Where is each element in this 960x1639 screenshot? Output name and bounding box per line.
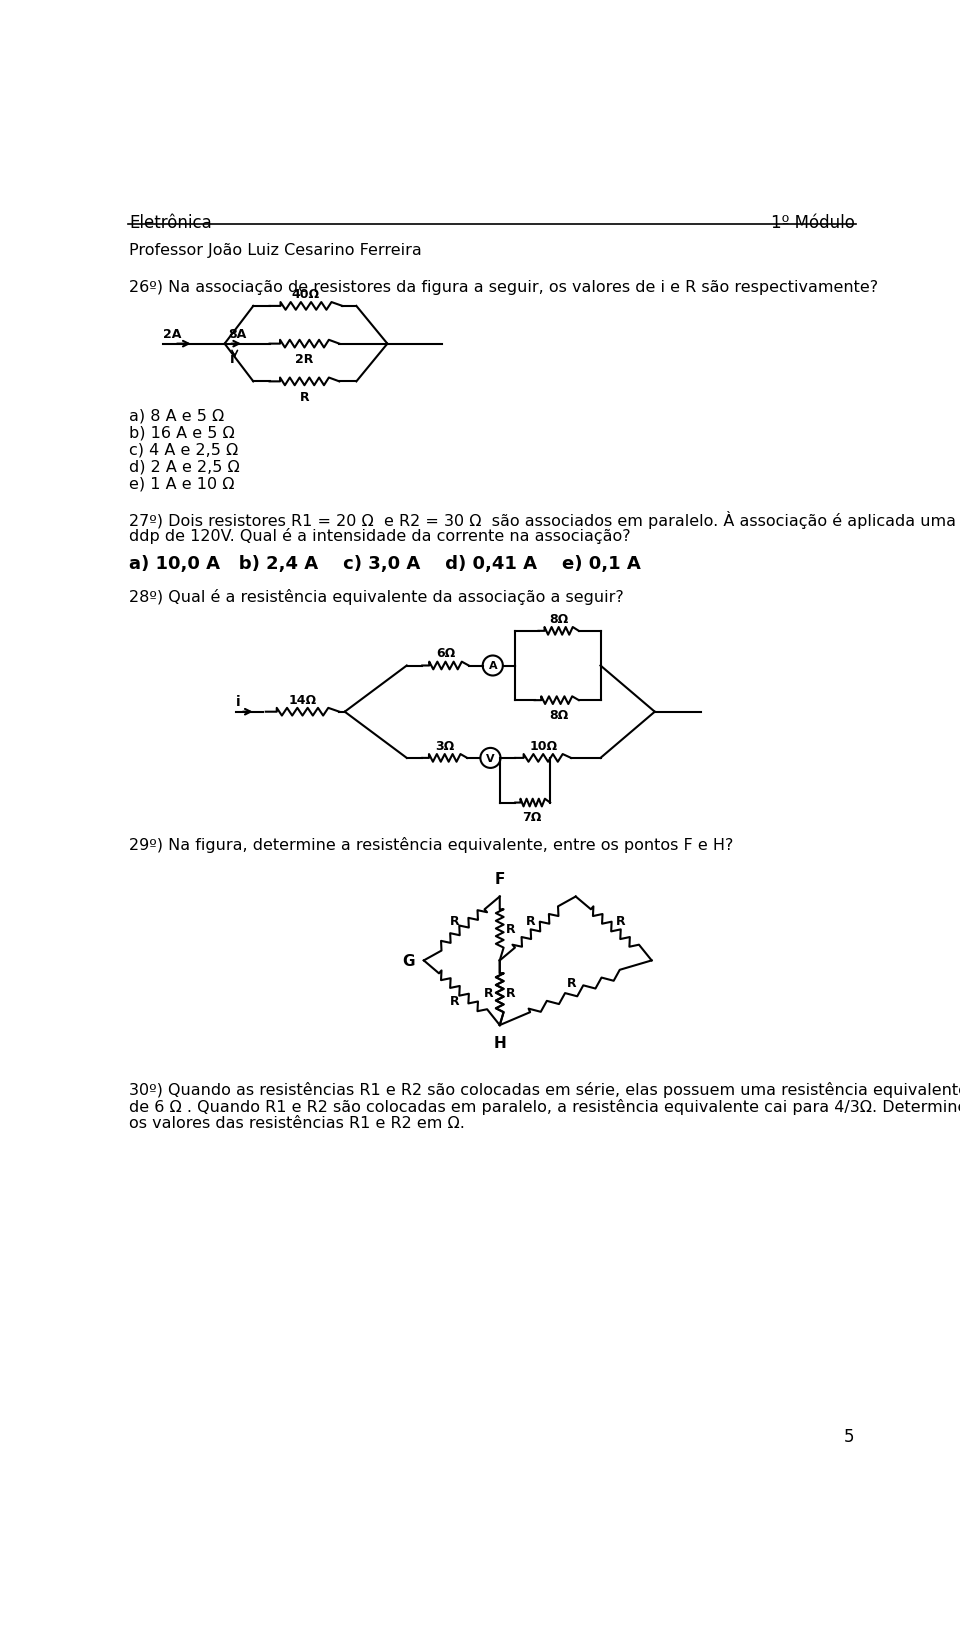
Text: 7Ω: 7Ω [522, 811, 542, 824]
Text: 30º) Quando as resistências R1 e R2 são colocadas em série, elas possuem uma res: 30º) Quando as resistências R1 e R2 são … [130, 1082, 960, 1098]
Text: b) 16 A e 5 Ω: b) 16 A e 5 Ω [130, 425, 235, 441]
Text: c) 4 A e 2,5 Ω: c) 4 A e 2,5 Ω [130, 443, 238, 457]
Text: e) 1 A e 10 Ω: e) 1 A e 10 Ω [130, 475, 235, 492]
Text: d) 2 A e 2,5 Ω: d) 2 A e 2,5 Ω [130, 459, 240, 474]
Text: R: R [506, 923, 516, 936]
Text: R: R [506, 987, 516, 1000]
Text: A: A [489, 661, 497, 670]
Text: 8A: 8A [228, 328, 247, 341]
Text: 8Ω: 8Ω [549, 613, 568, 626]
Text: 2R: 2R [296, 352, 314, 365]
Text: 5: 5 [844, 1428, 854, 1446]
Text: a) 10,0 A   b) 2,4 A    c) 3,0 A    d) 0,41 A    e) 0,1 A: a) 10,0 A b) 2,4 A c) 3,0 A d) 0,41 A e)… [130, 554, 641, 572]
Text: R: R [566, 977, 576, 990]
Text: Professor João Luiz Cesarino Ferreira: Professor João Luiz Cesarino Ferreira [130, 243, 422, 257]
Text: i: i [236, 695, 241, 708]
Text: 6Ω: 6Ω [436, 647, 455, 661]
Text: R: R [450, 995, 460, 1008]
Text: 26º) Na associação de resistores da figura a seguir, os valores de i e R são res: 26º) Na associação de resistores da figu… [130, 280, 878, 295]
Text: R: R [616, 915, 626, 928]
Text: 1º Módulo: 1º Módulo [771, 213, 854, 231]
Text: V: V [486, 754, 494, 764]
Text: 3Ω: 3Ω [435, 739, 454, 752]
Text: R: R [450, 915, 460, 928]
Text: R: R [300, 390, 309, 403]
Text: de 6 Ω . Quando R1 e R2 são colocadas em paralelo, a resistência equivalente cai: de 6 Ω . Quando R1 e R2 são colocadas em… [130, 1098, 960, 1115]
Text: 2A: 2A [162, 328, 181, 341]
Text: R: R [484, 987, 493, 1000]
Text: 28º) Qual é a resistência equivalente da associação a seguir?: 28º) Qual é a resistência equivalente da… [130, 588, 624, 605]
Text: F: F [494, 872, 505, 887]
Text: 29º) Na figura, determine a resistência equivalente, entre os pontos F e H?: 29º) Na figura, determine a resistência … [130, 838, 733, 852]
Text: H: H [493, 1036, 506, 1051]
Text: ddp de 120V. Qual é a intensidade da corrente na associação?: ddp de 120V. Qual é a intensidade da cor… [130, 528, 631, 544]
Text: R: R [526, 915, 536, 928]
Text: os valores das resistências R1 e R2 em Ω.: os valores das resistências R1 e R2 em Ω… [130, 1116, 466, 1131]
Text: 27º) Dois resistores R1 = 20 Ω  e R2 = 30 Ω  são associados em paralelo. À assoc: 27º) Dois resistores R1 = 20 Ω e R2 = 30… [130, 511, 956, 529]
Text: 14Ω: 14Ω [289, 693, 317, 706]
Text: G: G [402, 954, 415, 969]
Text: 40Ω: 40Ω [292, 287, 320, 300]
Text: Eletrônica: Eletrônica [130, 213, 212, 231]
Text: i: i [230, 352, 234, 365]
Text: 8Ω: 8Ω [549, 708, 568, 721]
Text: a) 8 A e 5 Ω: a) 8 A e 5 Ω [130, 408, 225, 423]
Text: 10Ω: 10Ω [529, 739, 557, 752]
